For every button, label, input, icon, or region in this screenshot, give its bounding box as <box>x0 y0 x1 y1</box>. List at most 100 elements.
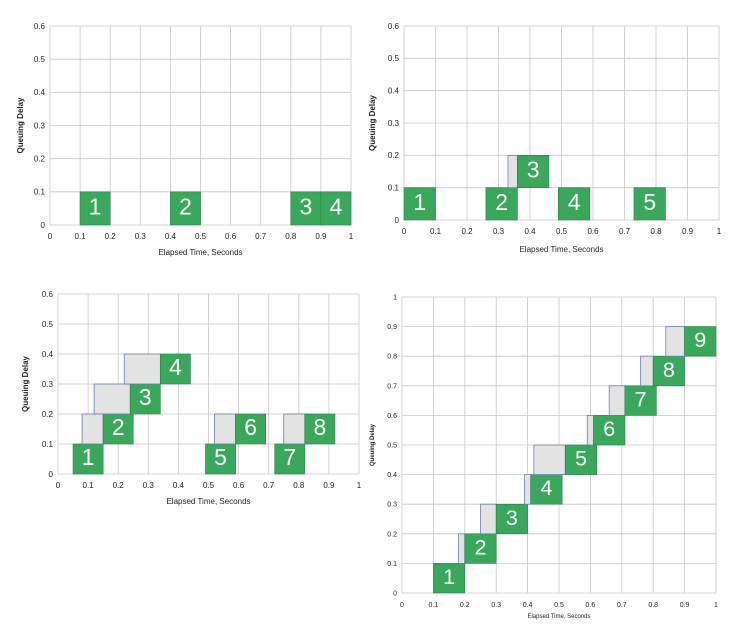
x-tick-label: 0 <box>48 232 53 241</box>
packet-bar-4 <box>160 353 191 385</box>
y-tick-label: 0.3 <box>34 121 46 130</box>
x-tick-label: 1 <box>714 602 718 609</box>
wait-bar-4 <box>524 474 532 505</box>
packet-label: 2 <box>179 194 192 220</box>
y-axis-title: Queuing Delay <box>16 97 25 154</box>
packet-bar-7 <box>274 443 306 475</box>
packet-bar-4 <box>320 191 352 226</box>
x-tick-label: 0.3 <box>491 602 501 609</box>
packet-label: 1 <box>413 189 426 215</box>
x-tick-label: 0.5 <box>195 232 207 241</box>
packet-bar-4 <box>530 474 563 505</box>
packet-label: 3 <box>139 384 152 410</box>
y-tick-label: 0.3 <box>388 119 400 128</box>
x-tick-label: 1 <box>349 232 354 241</box>
y-tick-label: 0.2 <box>34 154 46 163</box>
x-tick-label: 0.4 <box>523 602 533 609</box>
x-tick-label: 0.4 <box>173 481 185 490</box>
y-tick-label: 0.5 <box>34 55 46 64</box>
x-axis-title: Elapsed Time, Seconds <box>519 245 603 254</box>
x-tick-label: 1 <box>357 481 362 490</box>
y-tick-label: 0.4 <box>42 350 54 359</box>
x-tick-label: 0.2 <box>105 232 117 241</box>
x-tick-label: 0 <box>400 602 404 609</box>
y-tick-label: 0.9 <box>387 324 397 331</box>
x-tick-label: 0.4 <box>524 227 536 236</box>
packet-label: 8 <box>663 357 675 382</box>
packet-label: 9 <box>694 327 706 352</box>
y-tick-label: 0.6 <box>388 22 400 31</box>
chart-panel-1: 1 2 3 4 0 0.1 0.2 0.3 0.4 0.5 0.6 0.7 0.8 0.9 1 0 0.1 0.2… <box>16 22 354 257</box>
packet-label: 7 <box>283 444 296 470</box>
x-tick-label: 0.5 <box>554 602 564 609</box>
packet-bar-1 <box>79 191 111 226</box>
x-tick-label: 0.1 <box>75 232 87 241</box>
packet-bar-8 <box>652 355 685 387</box>
packet-label: 6 <box>244 414 257 440</box>
packet-bar-3 <box>495 503 528 535</box>
x-tick-label: 0.1 <box>429 602 439 609</box>
x-tick-label: 1 <box>717 227 722 236</box>
x-tick-label: 0 <box>56 481 61 490</box>
y-tick-label: 0.2 <box>387 531 397 538</box>
wait-bar-5 <box>533 444 566 476</box>
packet-bar-6 <box>235 413 266 445</box>
packet-label: 5 <box>575 446 587 471</box>
x-tick-label: 0.3 <box>143 481 155 490</box>
wait-bar-6 <box>214 413 236 445</box>
x-tick-label: 0.2 <box>460 602 470 609</box>
x-tick-label: 0.8 <box>650 227 662 236</box>
y-tick-label: 0.6 <box>387 413 397 420</box>
x-axis-title: Elapsed Time, Seconds <box>158 248 242 257</box>
packet-label: 5 <box>643 189 656 215</box>
packet-bar-8 <box>304 413 336 445</box>
packet-label: 4 <box>540 475 552 500</box>
packet-bar-2 <box>485 187 518 221</box>
wait-bar-3 <box>93 383 131 415</box>
y-tick-label: 0.1 <box>34 188 46 197</box>
wait-bar-3 <box>480 503 497 535</box>
packet-label: 4 <box>568 189 581 215</box>
x-tick-label: 0.6 <box>233 481 245 490</box>
packet-bar-5 <box>633 187 666 221</box>
y-tick-label: 0 <box>49 470 54 479</box>
x-tick-label: 0.9 <box>680 602 690 609</box>
packet-bar-6 <box>593 415 626 446</box>
x-tick-label: 0.1 <box>83 481 95 490</box>
y-tick-label: 0.7 <box>387 383 397 390</box>
packet-label: 4 <box>169 354 182 380</box>
x-tick-label: 0.6 <box>587 227 599 236</box>
x-tick-label: 0.3 <box>135 232 147 241</box>
x-tick-label: 0.2 <box>461 227 473 236</box>
y-tick-label: 0.4 <box>34 88 46 97</box>
x-tick-label: 0.9 <box>323 481 335 490</box>
x-tick-label: 0.7 <box>617 602 627 609</box>
packet-bar-1 <box>403 187 436 221</box>
y-axis-title: Queuing Delay <box>370 423 376 466</box>
x-axis-title: Elapsed Time, Seconds <box>527 614 590 620</box>
packet-bar-2 <box>170 191 201 226</box>
x-tick-label: 0.6 <box>586 602 596 609</box>
y-tick-label: 0.8 <box>387 354 397 361</box>
packet-bar-2 <box>102 413 134 445</box>
packet-bar-9 <box>684 326 717 357</box>
packet-label: 1 <box>82 444 95 470</box>
y-tick-label: 0 <box>395 216 400 225</box>
wait-bar-6 <box>586 414 594 446</box>
packet-label: 7 <box>635 386 647 411</box>
y-tick-label: 1 <box>393 294 397 301</box>
x-tick-label: 0.7 <box>619 227 631 236</box>
y-tick-label: 0.2 <box>42 410 54 419</box>
y-tick-label: 0.1 <box>387 561 397 568</box>
x-tick-label: 0.4 <box>165 232 177 241</box>
wait-bar-3 <box>507 154 518 189</box>
wait-bar-4 <box>123 353 161 385</box>
y-tick-label: 0.5 <box>387 442 397 449</box>
y-tick-label: 0.3 <box>387 502 397 509</box>
y-tick-label: 0.1 <box>388 183 400 192</box>
y-tick-label: 0.3 <box>42 380 54 389</box>
x-tick-label: 0.8 <box>285 232 297 241</box>
x-tick-label: 0.3 <box>493 227 505 236</box>
x-tick-label: 0.5 <box>203 481 215 490</box>
